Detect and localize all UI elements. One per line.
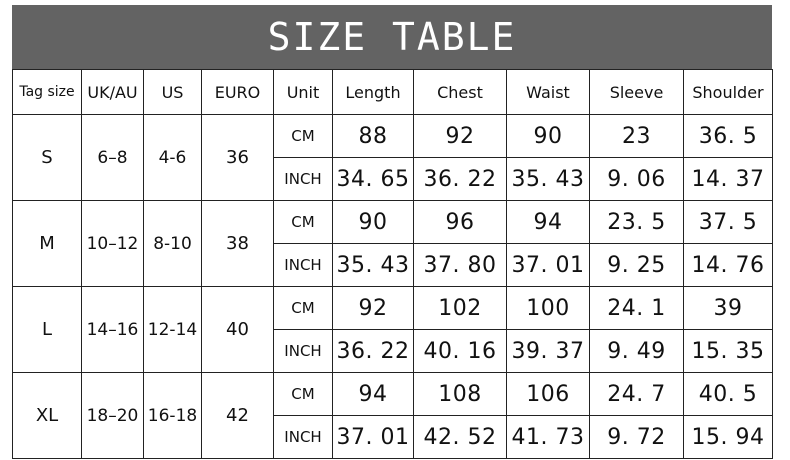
measurement-cell: 40. 16	[413, 329, 507, 373]
table-row-xl-inch: INCH 37. 01 42. 52 41. 73 9. 72 15. 94	[13, 415, 773, 459]
header-row: Tag size UK/AU US EURO Unit Length Chest…	[12, 69, 773, 115]
measurement-cell: 88	[332, 114, 414, 158]
table-row-s-cm: S 6–8 4-6 36 CM 88 92 90 23 36. 5	[12, 114, 773, 201]
header-cell: Chest	[413, 69, 507, 115]
size-table: Tag size UK/AU US EURO Unit Length Chest…	[12, 69, 773, 459]
tag-size-cell: S	[12, 114, 82, 201]
euro-cell: 42	[201, 372, 274, 459]
measurement-cell: 94	[332, 372, 414, 416]
measurement-cell: 9. 49	[589, 329, 684, 373]
header-cell: Tag size	[12, 69, 82, 115]
measurement-cell: 37. 5	[683, 200, 773, 244]
measurement-cell: 96	[413, 200, 507, 244]
measurement-cell: 39	[683, 286, 773, 330]
measurement-cell: 94	[506, 200, 590, 244]
tag-size-cell: M	[12, 200, 82, 287]
measurement-cell: 15. 35	[683, 329, 773, 373]
measurement-cell: 42. 52	[413, 415, 507, 459]
unit-cell: INCH	[273, 157, 333, 201]
measurement-cell: 9. 25	[589, 243, 684, 287]
measurement-cell: 36. 5	[683, 114, 773, 158]
measurement-cell: 24. 7	[589, 372, 684, 416]
measurement-cell: 90	[332, 200, 414, 244]
tag-size-cell: XL	[12, 372, 82, 459]
measurement-cell: 102	[413, 286, 507, 330]
measurement-cell: 37. 01	[332, 415, 414, 459]
header-cell: Sleeve	[589, 69, 684, 115]
unit-cell: INCH	[273, 415, 333, 459]
measurement-cell: 106	[506, 372, 590, 416]
tag-size-cell: L	[12, 286, 82, 373]
header-cell: Length	[332, 69, 414, 115]
table-row-m-inch: INCH 35. 43 37. 80 37. 01 9. 25 14. 76	[13, 243, 773, 287]
table-row-m-cm: M 10–12 8-10 38 CM 90 96 94 23. 5 37. 5	[12, 200, 773, 287]
measurement-cell: 37. 01	[506, 243, 590, 287]
us-cell: 4-6	[143, 114, 202, 201]
table-row-s-inch: INCH 34. 65 36. 22 35. 43 9. 06 14. 37	[13, 157, 773, 201]
us-cell: 16-18	[143, 372, 202, 459]
header-cell: UK/AU	[81, 69, 144, 115]
measurement-cell: 14. 37	[683, 157, 773, 201]
measurement-cell: 23	[589, 114, 684, 158]
measurement-cell: 36. 22	[413, 157, 507, 201]
measurement-cell: 92	[332, 286, 414, 330]
measurement-cell: 34. 65	[332, 157, 414, 201]
header-cell: Unit	[273, 69, 333, 115]
unit-cell: INCH	[273, 243, 333, 287]
header-cell: US	[143, 69, 202, 115]
unit-cell: CM	[273, 114, 333, 158]
measurement-cell: 35. 43	[332, 243, 414, 287]
measurement-cell: 37. 80	[413, 243, 507, 287]
measurement-cell: 92	[413, 114, 507, 158]
measurement-cell: 36. 22	[332, 329, 414, 373]
unit-cell: CM	[273, 286, 333, 330]
uk-au-cell: 10–12	[81, 200, 144, 287]
measurement-cell: 108	[413, 372, 507, 416]
measurement-cell: 100	[506, 286, 590, 330]
measurement-cell: 14. 76	[683, 243, 773, 287]
uk-au-cell: 18–20	[81, 372, 144, 459]
uk-au-cell: 6–8	[81, 114, 144, 201]
measurement-cell: 9. 72	[589, 415, 684, 459]
uk-au-cell: 14–16	[81, 286, 144, 373]
header-cell: Waist	[506, 69, 590, 115]
table-title: SIZE TABLE	[12, 5, 772, 69]
unit-cell: CM	[273, 372, 333, 416]
measurement-cell: 35. 43	[506, 157, 590, 201]
measurement-cell: 23. 5	[589, 200, 684, 244]
header-cell: EURO	[201, 69, 274, 115]
us-cell: 8-10	[143, 200, 202, 287]
measurement-cell: 41. 73	[506, 415, 590, 459]
measurement-cell: 9. 06	[589, 157, 684, 201]
table-row-xl-cm: XL 18–20 16-18 42 CM 94 108 106 24. 7 40. 5	[12, 372, 773, 459]
measurement-cell: 39. 37	[506, 329, 590, 373]
measurement-cell: 15. 94	[683, 415, 773, 459]
unit-cell: CM	[273, 200, 333, 244]
measurement-cell: 40. 5	[683, 372, 773, 416]
header-cell: Shoulder	[683, 69, 773, 115]
euro-cell: 38	[201, 200, 274, 287]
us-cell: 12-14	[143, 286, 202, 373]
table-row-l-cm: L 14–16 12-14 40 CM 92 102 100 24. 1 39	[12, 286, 773, 373]
euro-cell: 36	[201, 114, 274, 201]
measurement-cell: 90	[506, 114, 590, 158]
measurement-cell: 24. 1	[589, 286, 684, 330]
table-row-l-inch: INCH 36. 22 40. 16 39. 37 9. 49 15. 35	[13, 329, 773, 373]
unit-cell: INCH	[273, 329, 333, 373]
euro-cell: 40	[201, 286, 274, 373]
